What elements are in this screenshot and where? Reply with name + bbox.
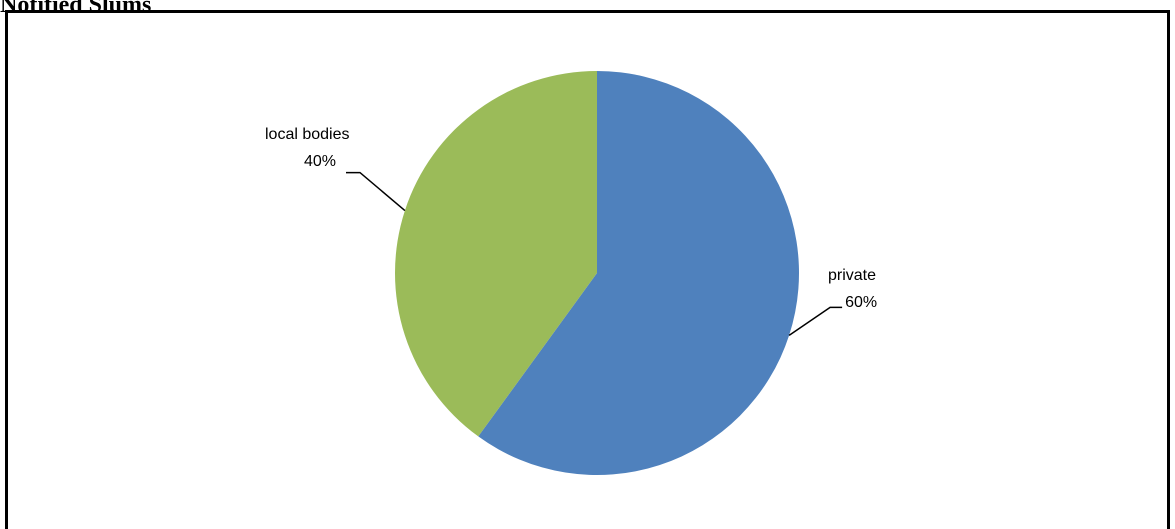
pie-slice-private: [478, 71, 799, 476]
data-label-local-bodies-value: 40%: [304, 153, 336, 170]
data-label-local-bodies-name: local bodies: [265, 126, 350, 143]
leader-line-private: [788, 306, 843, 337]
data-label-private-name: private: [828, 267, 876, 284]
pie-slice-local-bodies: [395, 71, 597, 437]
leader-line-local-bodies: [346, 171, 406, 212]
data-label-private-value: 60%: [845, 294, 877, 311]
